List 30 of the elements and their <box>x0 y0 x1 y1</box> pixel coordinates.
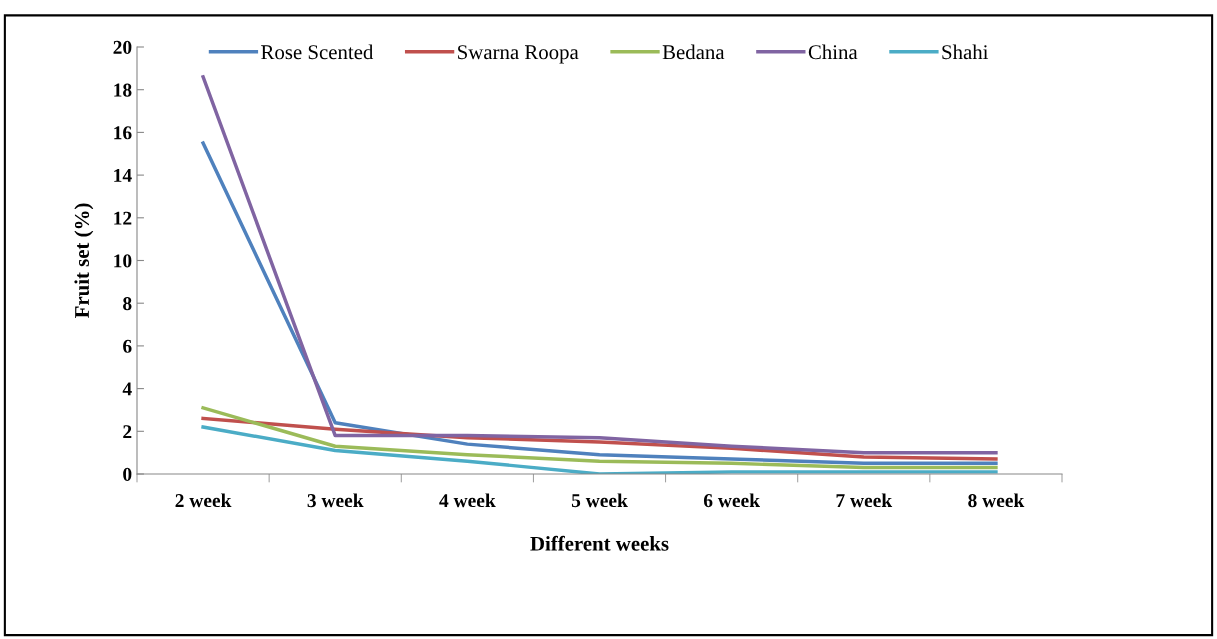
y-tick-label: 6 <box>123 339 132 353</box>
y-tick-label: 10 <box>114 254 132 268</box>
line-series <box>201 406 998 470</box>
y-tick-label: 0 <box>123 467 132 481</box>
x-tick-label: 3 week <box>307 493 364 508</box>
y-tick-label: 20 <box>113 40 132 54</box>
x-tick-label: 4 week <box>439 493 496 508</box>
y-tick-label: 12 <box>114 211 132 225</box>
x-tick-label: 7 week <box>836 493 893 508</box>
x-tick-label: 5 week <box>571 493 628 508</box>
line-series <box>201 141 998 466</box>
legend-label: Swarna Roopa <box>458 45 579 64</box>
legend-label: China <box>808 44 858 60</box>
y-tick-label: 2 <box>123 425 132 439</box>
x-tick-label: 2 week <box>175 493 232 508</box>
legend-label: Bedana <box>662 44 725 60</box>
y-tick-label: 8 <box>123 297 132 311</box>
x-tick-label: 6 week <box>703 493 760 508</box>
y-tick-label: 18 <box>114 83 132 97</box>
x-tick-label: 8 week <box>968 493 1025 508</box>
legend-label: Rose Scented <box>261 44 374 60</box>
line-series <box>201 416 998 461</box>
y-axis-title: Fruit set (%) <box>74 203 94 318</box>
legend-label: Shahi <box>942 44 989 60</box>
y-tick-label: 16 <box>114 126 132 140</box>
line-series <box>201 75 998 455</box>
y-tick-label: 4 <box>122 382 132 396</box>
y-tick-label: 14 <box>114 169 132 182</box>
x-axis-title: Different weeks <box>530 535 669 551</box>
line-series <box>201 425 998 474</box>
